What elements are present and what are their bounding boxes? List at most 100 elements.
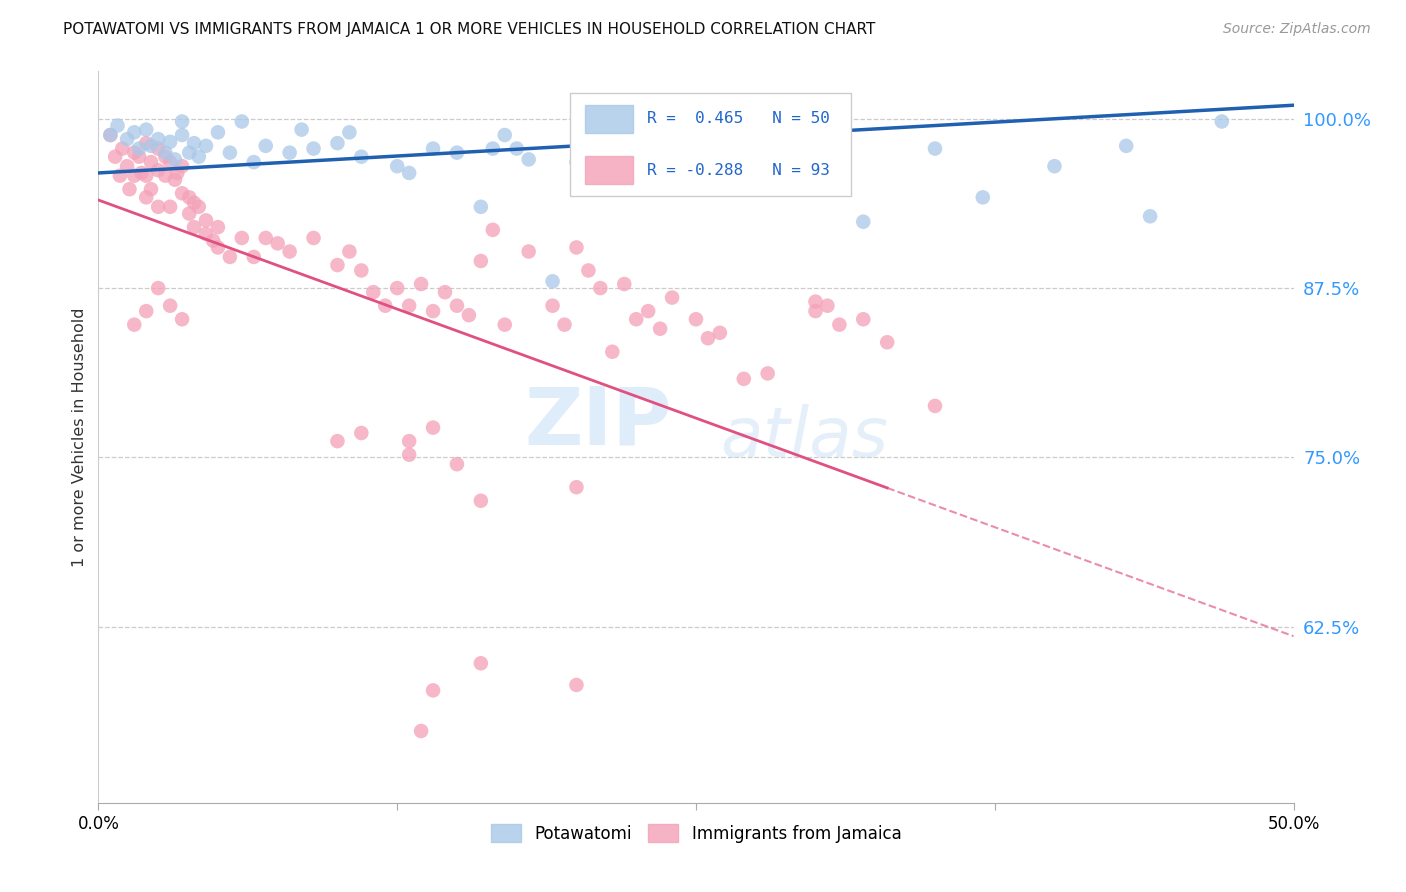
Point bbox=[565, 240, 588, 254]
Point bbox=[756, 367, 779, 381]
Point bbox=[481, 142, 505, 156]
Point bbox=[124, 318, 146, 332]
Point bbox=[98, 128, 122, 142]
Point bbox=[148, 132, 170, 146]
Point bbox=[565, 678, 588, 692]
Bar bbox=[585, 156, 633, 184]
Point bbox=[207, 220, 229, 235]
Point bbox=[602, 344, 624, 359]
Point bbox=[302, 231, 325, 245]
Point bbox=[172, 186, 194, 201]
Point bbox=[159, 299, 181, 313]
Point bbox=[422, 683, 444, 698]
Point bbox=[565, 155, 588, 169]
Point bbox=[135, 169, 157, 183]
Point bbox=[350, 263, 373, 277]
Point bbox=[626, 312, 648, 326]
Point bbox=[709, 326, 731, 340]
Point bbox=[398, 166, 420, 180]
Point bbox=[172, 312, 194, 326]
Point bbox=[613, 163, 636, 178]
Point bbox=[118, 182, 141, 196]
Point bbox=[804, 304, 827, 318]
Point bbox=[207, 125, 229, 139]
Point bbox=[148, 200, 170, 214]
Point bbox=[339, 244, 361, 259]
Point bbox=[458, 308, 481, 322]
Point bbox=[733, 182, 755, 196]
Point bbox=[446, 457, 468, 471]
Point bbox=[398, 448, 420, 462]
Point bbox=[183, 136, 205, 150]
Point bbox=[108, 169, 131, 183]
Point bbox=[972, 190, 994, 204]
Point bbox=[326, 136, 349, 150]
Point bbox=[828, 318, 851, 332]
Point bbox=[243, 250, 266, 264]
Point bbox=[155, 145, 177, 160]
Point bbox=[183, 195, 205, 210]
Point bbox=[107, 119, 129, 133]
Point bbox=[876, 335, 898, 350]
Point bbox=[1115, 139, 1137, 153]
Point bbox=[155, 150, 177, 164]
Point bbox=[363, 285, 385, 300]
Point bbox=[434, 285, 457, 300]
Point bbox=[541, 299, 564, 313]
Point bbox=[179, 190, 201, 204]
Point bbox=[115, 132, 138, 146]
Point bbox=[148, 163, 170, 178]
Point bbox=[852, 312, 875, 326]
Point bbox=[481, 223, 505, 237]
Point bbox=[470, 657, 492, 671]
Point bbox=[411, 724, 433, 739]
Point bbox=[422, 142, 444, 156]
Point bbox=[179, 145, 201, 160]
Point bbox=[124, 145, 146, 160]
Point bbox=[128, 150, 150, 164]
Point bbox=[565, 480, 588, 494]
Bar bbox=[585, 105, 633, 133]
Point bbox=[148, 281, 170, 295]
Point bbox=[411, 277, 433, 291]
Text: ZIP: ZIP bbox=[524, 384, 672, 461]
Point bbox=[183, 220, 205, 235]
Point bbox=[350, 150, 373, 164]
Text: POTAWATOMI VS IMMIGRANTS FROM JAMAICA 1 OR MORE VEHICLES IN HOUSEHOLD CORRELATIO: POTAWATOMI VS IMMIGRANTS FROM JAMAICA 1 … bbox=[63, 22, 876, 37]
Point bbox=[135, 304, 157, 318]
Point bbox=[172, 159, 194, 173]
Point bbox=[124, 125, 146, 139]
Point bbox=[350, 425, 373, 440]
Point bbox=[924, 142, 946, 156]
Point bbox=[104, 150, 127, 164]
Point bbox=[648, 322, 672, 336]
Point bbox=[187, 150, 209, 164]
Point bbox=[613, 277, 636, 291]
Text: R = -0.288   N = 93: R = -0.288 N = 93 bbox=[647, 162, 830, 178]
Point bbox=[661, 291, 683, 305]
Point bbox=[422, 420, 444, 434]
Point bbox=[385, 159, 409, 173]
Point bbox=[422, 304, 444, 318]
Point bbox=[494, 318, 516, 332]
Point bbox=[637, 304, 659, 318]
Point bbox=[202, 234, 225, 248]
Point bbox=[267, 236, 290, 251]
Point bbox=[187, 200, 209, 214]
Point bbox=[231, 114, 253, 128]
Point bbox=[1139, 209, 1161, 223]
FancyBboxPatch shape bbox=[571, 94, 852, 195]
Point bbox=[541, 274, 564, 288]
Point bbox=[163, 153, 186, 167]
Point bbox=[254, 139, 277, 153]
Point bbox=[166, 166, 188, 180]
Point bbox=[470, 200, 492, 214]
Point bbox=[159, 135, 181, 149]
Point bbox=[155, 169, 177, 183]
Point bbox=[207, 240, 229, 254]
Point bbox=[219, 145, 242, 160]
Point bbox=[195, 213, 218, 227]
Point bbox=[135, 190, 157, 204]
Point bbox=[243, 155, 266, 169]
Point bbox=[179, 206, 201, 220]
